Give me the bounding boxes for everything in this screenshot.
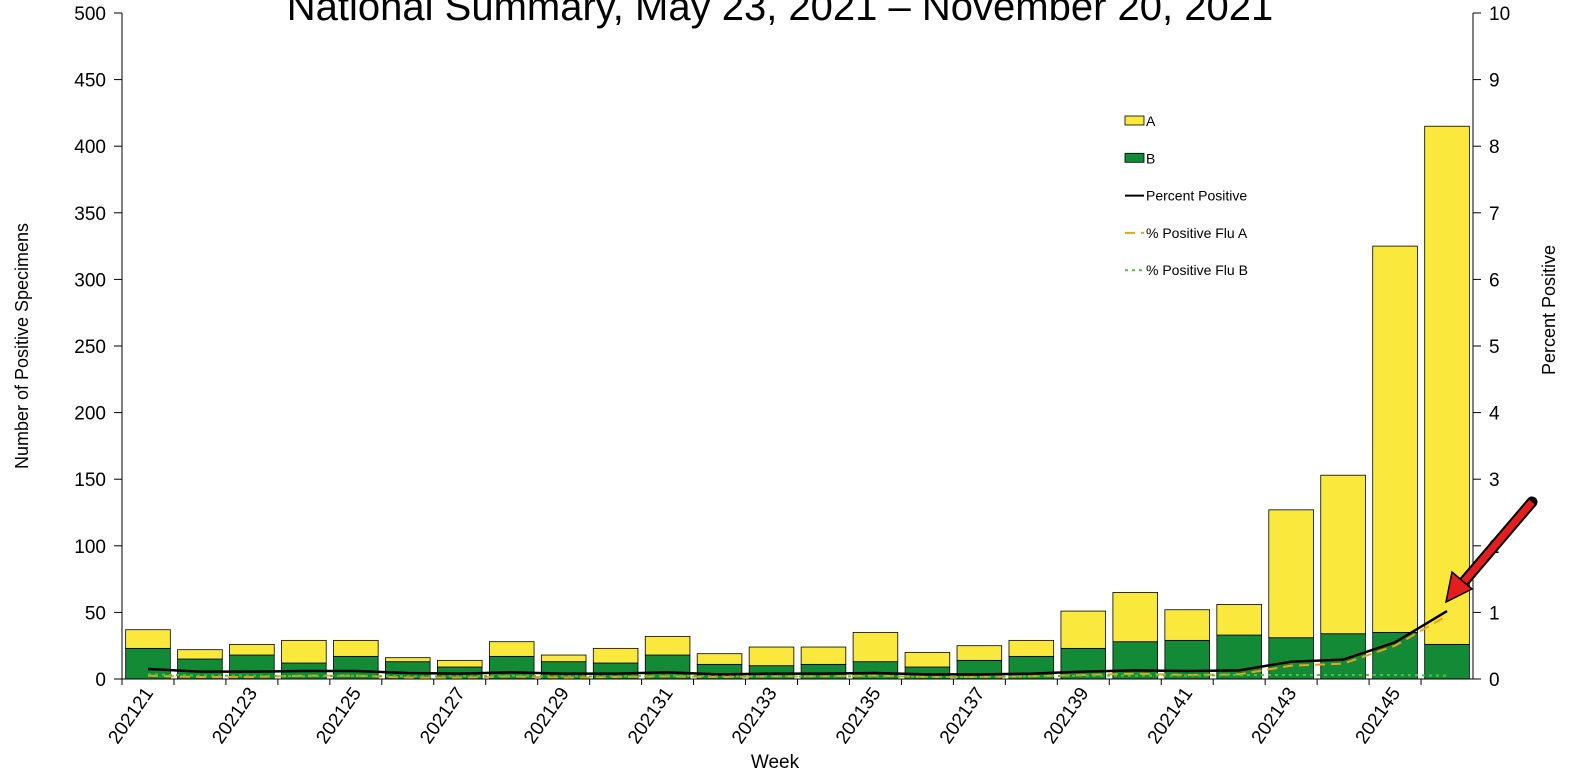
x-tick-label: 202129	[520, 684, 574, 748]
line	[147, 609, 1448, 676]
bar	[1008, 639, 1055, 657]
x-tick-label: 202133	[728, 684, 782, 748]
x-tick-label: 202127	[416, 684, 470, 748]
bar	[592, 647, 639, 664]
bar	[1216, 604, 1262, 636]
x-tick-label: 202125	[312, 684, 366, 748]
bar	[904, 651, 951, 668]
legend-swatch	[1124, 115, 1145, 126]
plot: 0501001502002503003504004505000123456789…	[74, 4, 1510, 748]
bar	[437, 659, 483, 668]
bar	[1372, 245, 1418, 633]
bar	[1268, 637, 1314, 680]
bar	[177, 649, 223, 660]
x-tick-label: 202135	[832, 684, 886, 748]
bar	[229, 643, 275, 656]
y2-tick-label: 9	[1489, 71, 1500, 92]
bar	[1164, 639, 1210, 680]
bar	[1164, 609, 1210, 641]
x-tick-label: 202121	[105, 684, 159, 748]
bar	[1112, 641, 1158, 680]
y-tick-label: 0	[95, 670, 106, 691]
bar	[1424, 643, 1470, 680]
y-axis-label: Number of Positive Specimens	[12, 223, 32, 469]
x-tick-label: 202131	[624, 684, 678, 748]
line	[147, 614, 1448, 679]
y2-tick-label: 7	[1489, 204, 1500, 225]
legend-label: % Positive Flu B	[1146, 262, 1248, 278]
arrow	[1444, 496, 1538, 604]
bar	[956, 645, 1003, 661]
y-tick-label: 200	[74, 404, 106, 425]
y-tick-label: 450	[74, 71, 106, 92]
bar	[1372, 631, 1418, 680]
bar	[540, 654, 587, 663]
y-tick-label: 500	[74, 4, 106, 25]
x-tick-label: 202141	[1144, 684, 1198, 748]
y-tick-label: 50	[85, 603, 106, 624]
legend-label: Percent Positive	[1146, 188, 1247, 204]
y-tick-label: 350	[74, 204, 106, 225]
y-tick-label: 100	[74, 537, 106, 558]
y2-axis-label: Percent Positive	[1539, 245, 1559, 375]
bar	[125, 629, 171, 649]
bar	[385, 657, 431, 663]
y2-tick-label: 8	[1489, 137, 1500, 158]
bar	[1320, 474, 1366, 635]
bar	[1112, 592, 1158, 643]
bar	[644, 635, 691, 656]
x-tick-label: 202137	[936, 684, 990, 748]
x-tick-label: 202139	[1040, 684, 1094, 748]
y2-tick-label: 6	[1489, 270, 1500, 291]
bar	[1060, 610, 1107, 649]
y2-tick-label: 1	[1489, 603, 1500, 624]
y-tick-label: 300	[74, 270, 106, 291]
bar	[696, 653, 743, 665]
y2-tick-label: 3	[1489, 470, 1500, 491]
legend-label: B	[1146, 150, 1155, 166]
legend-swatch	[1124, 152, 1145, 163]
bar	[488, 641, 535, 657]
x-tick-label: 202123	[208, 684, 262, 748]
bar	[1268, 509, 1314, 639]
y2-tick-label: 0	[1489, 670, 1500, 691]
y-tick-label: 250	[74, 337, 106, 358]
bar	[281, 639, 327, 664]
y2-tick-label: 4	[1489, 404, 1500, 425]
x-axis-label: Week	[751, 752, 800, 773]
bar	[852, 631, 899, 663]
chart-title: National Summary, May 23, 2021 – Novembe…	[287, 0, 1273, 29]
x-tick-label: 202143	[1248, 684, 1302, 748]
x-tick-label: 202145	[1352, 684, 1406, 748]
bar	[748, 646, 795, 667]
legend-label: A	[1146, 113, 1156, 129]
y2-tick-label: 5	[1489, 337, 1500, 358]
bar	[1424, 125, 1470, 645]
bar	[333, 639, 379, 657]
y2-tick-label: 10	[1489, 4, 1510, 25]
bar	[1320, 633, 1366, 680]
y-tick-label: 150	[74, 470, 106, 491]
bar	[800, 646, 847, 665]
legend-label: % Positive Flu A	[1146, 225, 1248, 241]
y-tick-label: 400	[74, 137, 106, 158]
